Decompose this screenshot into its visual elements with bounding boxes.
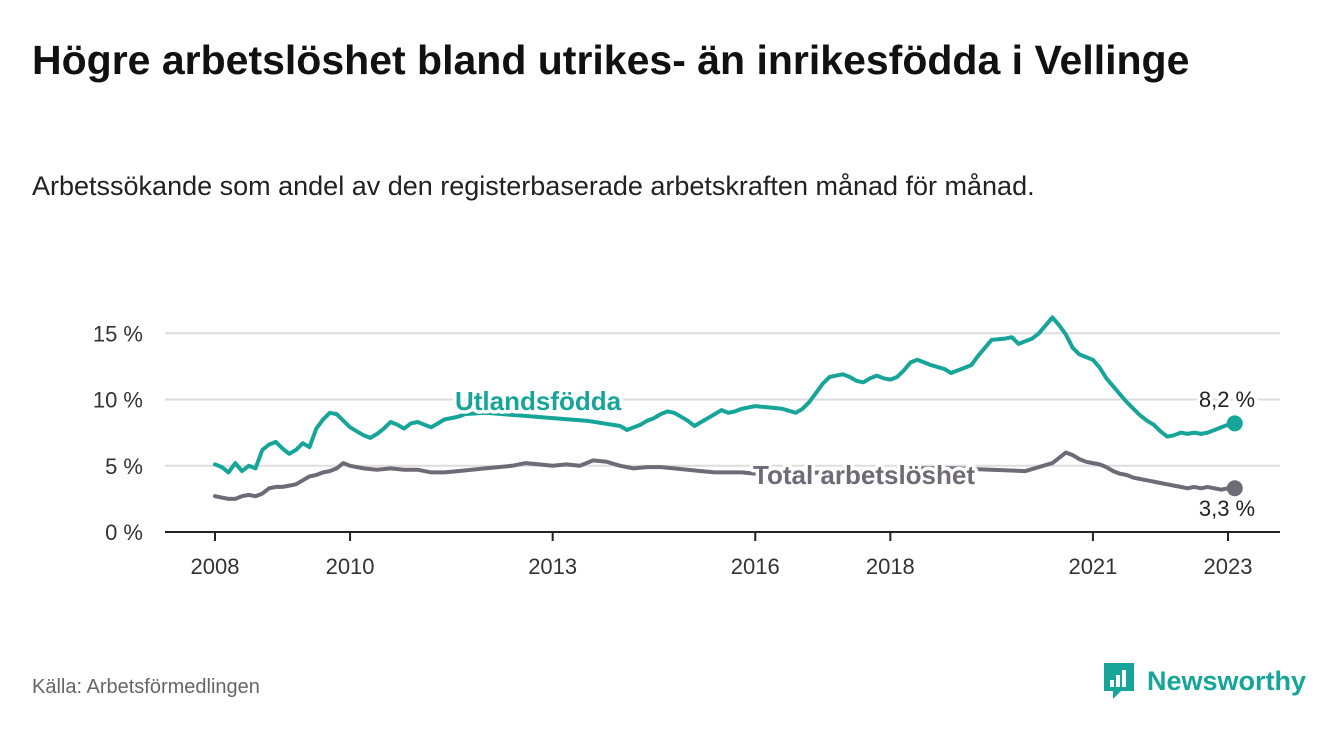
x-tick-label: 2021 — [1068, 554, 1117, 579]
end-label-utlandsfodda: 8,2 % — [1199, 387, 1255, 412]
y-tick-label: 0 % — [105, 520, 143, 545]
series-lines — [213, 315, 1243, 501]
newsworthy-logo-icon — [1103, 663, 1134, 699]
chart-title: Högre arbetslöshet bland utrikes- än inr… — [32, 37, 1190, 83]
x-axis-ticks: 2008 2010 2013 2016 2018 2021 2023 — [165, 531, 1280, 579]
end-point-utlandsfodda — [1226, 415, 1243, 432]
x-tick-label: 2018 — [866, 554, 915, 579]
x-tick-label: 2008 — [191, 554, 240, 579]
series-line-total — [213, 450, 1237, 501]
end-label-total: 3,3 % — [1199, 496, 1255, 521]
x-tick-label: 2010 — [326, 554, 375, 579]
chart-subtitle: Arbetssökande som andel av den registerb… — [32, 171, 1035, 201]
x-tick-label: 2013 — [528, 554, 577, 579]
gridlines — [165, 332, 1280, 467]
end-point-total — [1226, 480, 1243, 497]
source-note: Källa: Arbetsförmedlingen — [32, 676, 260, 698]
brand-name: Newsworthy — [1146, 665, 1306, 696]
series-labels: Utlandsfödda Total arbetslöshet 8,2 % 3,3 % — [452, 383, 1259, 525]
x-tick-label: 2023 — [1204, 554, 1253, 579]
series-label-utlandsfodda: Utlandsfödda — [455, 386, 622, 416]
series-label-total: Total arbetslöshet — [753, 460, 975, 490]
y-tick-label: 10 % — [93, 388, 143, 413]
series-line-utlandsfodda — [213, 315, 1237, 475]
x-tick-label: 2016 — [731, 554, 780, 579]
brand-logo: Newsworthy — [1101, 660, 1306, 702]
y-tick-label: 15 % — [93, 321, 143, 346]
y-axis-ticks: 0 % 5 % 10 % 15 % — [93, 321, 143, 545]
y-tick-label: 5 % — [105, 454, 143, 479]
